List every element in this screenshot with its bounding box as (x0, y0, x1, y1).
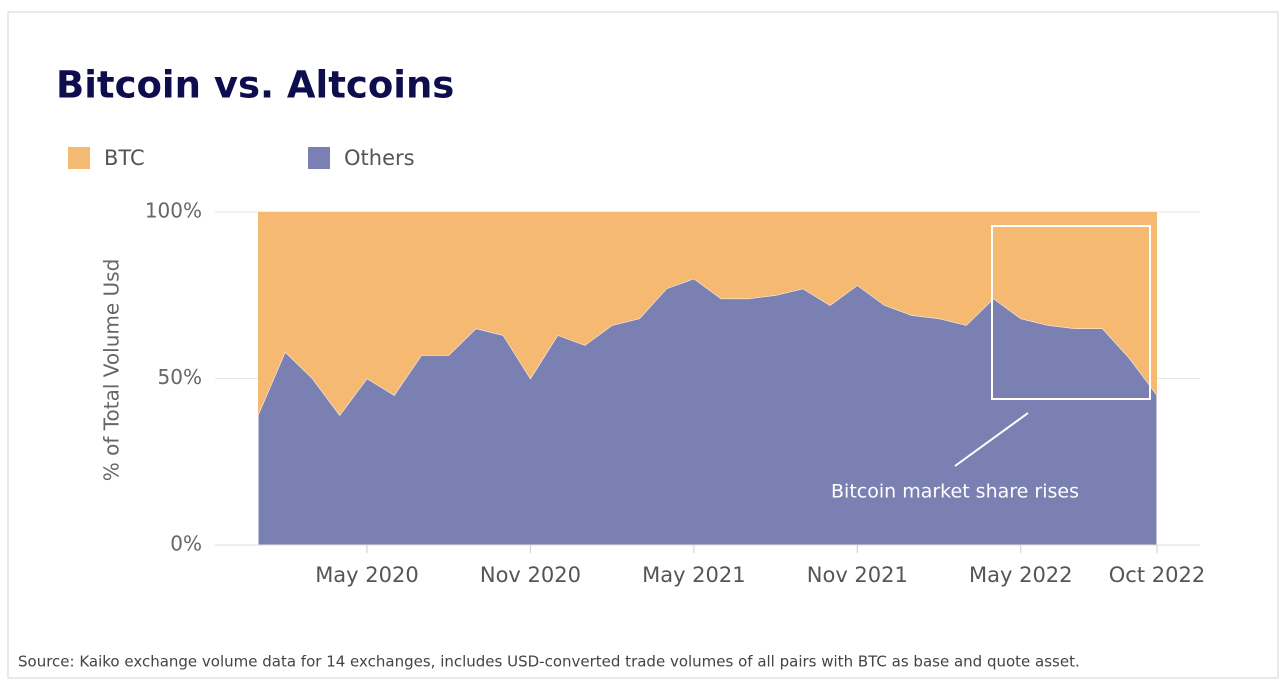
legend-label: Others (344, 146, 415, 170)
legend-swatch (308, 147, 330, 169)
chart-title: Bitcoin vs. Altcoins (56, 64, 454, 107)
x-tick-label: May 2020 (315, 563, 419, 587)
x-tick-label: Oct 2022 (1109, 563, 1205, 587)
source: Source: Kaiko exchange volume data for 1… (18, 653, 1080, 671)
x-tick-label: May 2022 (969, 563, 1073, 587)
y-tick-label: 0% (170, 532, 202, 556)
x-tick-label: Nov 2021 (807, 563, 908, 587)
y-tick-label: 50% (158, 365, 202, 389)
x-tick-label: Nov 2020 (480, 563, 581, 587)
area (258, 212, 1157, 416)
annotation-box (991, 225, 1151, 400)
annotation: Bitcoin market share rises (831, 481, 1079, 503)
x-tick-label: May 2021 (642, 563, 746, 587)
annotation-line (954, 412, 1029, 467)
legend-label: BTC (104, 146, 145, 170)
y-tick-label: 100% (145, 199, 202, 223)
y-axis-label: % of Total Volume Usd (100, 259, 124, 482)
legend-swatch (68, 147, 90, 169)
